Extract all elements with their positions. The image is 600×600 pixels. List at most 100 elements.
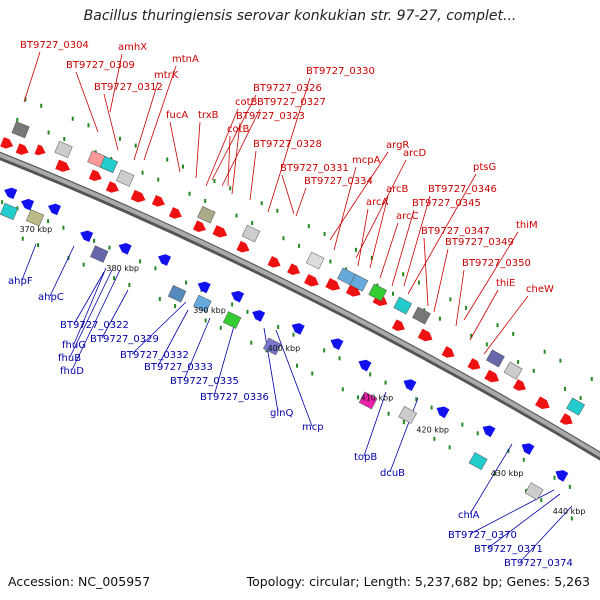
map-title: Bacillus thuringiensis serovar konkukian… — [83, 8, 517, 24]
outer-gene-leader — [469, 289, 499, 341]
forward-gene-arrow — [212, 225, 228, 238]
tick-mark — [540, 498, 543, 503]
outer-gene-leader — [433, 248, 449, 313]
forward-box — [566, 397, 585, 416]
inner-gene-label: fhuB — [58, 353, 81, 364]
outer-gene-label: BT9727_0328 — [253, 139, 322, 150]
tick-mark — [465, 305, 468, 310]
tick-mark — [311, 371, 314, 376]
forward-gene — [151, 195, 165, 207]
outer-gene-leader — [407, 173, 477, 295]
tick-mark — [512, 331, 515, 336]
forward-box-box — [99, 155, 119, 174]
tick-mark — [82, 262, 85, 267]
inner-gene-leader — [263, 327, 279, 413]
reverse-gene — [4, 187, 18, 200]
reverse-gene — [252, 310, 266, 322]
outer-gene-leader — [357, 208, 369, 267]
tick-mark — [476, 431, 479, 436]
outer-gene-label: BT9727_0309 — [66, 60, 135, 71]
reverse-box — [468, 452, 488, 471]
forward-gene-arrow — [236, 240, 250, 253]
reverse-gene — [158, 254, 172, 266]
reverse-gene — [403, 379, 417, 391]
reverse-box — [524, 482, 544, 501]
inner-gene-label: BT9727_0336 — [200, 392, 269, 403]
outer-gene-label: cotB — [227, 124, 250, 135]
forward-box-box — [11, 121, 30, 139]
outer-gene-label: mtrK — [154, 70, 179, 81]
forward-gene-arrow — [192, 220, 206, 232]
tick-mark — [93, 238, 96, 243]
tick-mark — [108, 245, 111, 250]
inner-gene-label: BT9727_0332 — [120, 350, 189, 361]
forward-box-box — [305, 251, 325, 270]
outer-gene-leader — [391, 209, 415, 287]
forward-gene — [192, 220, 206, 232]
tick-mark — [553, 475, 556, 480]
forward-gene — [105, 181, 119, 193]
inner-gene-leader — [49, 245, 75, 297]
outer-gene-leader — [423, 237, 429, 307]
reverse-box-box — [468, 452, 488, 471]
tick-mark — [323, 231, 326, 236]
tick-mark — [134, 143, 137, 148]
outer-gene-label: thiE — [496, 278, 515, 289]
forward-box-box — [116, 169, 135, 187]
forward-gene-arrow — [287, 263, 301, 275]
outer-gene-label: BT9727_0312 — [94, 82, 163, 93]
forward-gene-arrow — [267, 255, 281, 268]
tick-mark — [564, 386, 567, 391]
reverse-box — [358, 391, 378, 410]
kbp-label: 400 kbp — [268, 344, 301, 353]
forward-gene — [130, 189, 146, 203]
forward-box-box — [393, 296, 413, 315]
reverse-box-box — [358, 391, 378, 410]
inner-gene-leader — [389, 397, 419, 473]
tick-mark — [158, 296, 161, 301]
forward-gene-arrow — [535, 396, 550, 410]
forward-box — [197, 206, 216, 224]
outer-gene-label: fucA — [166, 110, 188, 121]
forward-box-box — [54, 140, 73, 159]
tick-mark — [157, 177, 160, 182]
tick-mark — [507, 448, 510, 453]
forward-gene-arrow — [34, 144, 46, 156]
forward-gene-arrow — [391, 319, 405, 331]
tick-mark — [16, 117, 19, 122]
inner-gene-label: BT9727_0329 — [90, 334, 159, 345]
tick-mark — [402, 419, 405, 424]
outer-gene-leader — [169, 121, 181, 173]
inner-gene-label: dcuB — [380, 468, 405, 479]
inner-gene-leader — [73, 267, 107, 345]
reverse-box-box — [167, 285, 187, 303]
forward-gene — [345, 284, 361, 297]
inner-gene-label: fhuD — [60, 366, 84, 377]
tick-mark — [246, 309, 249, 314]
forward-box-box — [349, 273, 369, 292]
outer-gene-leader — [133, 81, 159, 161]
forward-gene — [484, 369, 499, 383]
inner-gene-leader — [469, 489, 555, 535]
tick-mark — [128, 283, 131, 288]
tick-mark — [370, 255, 373, 260]
outer-gene-label: thiM — [516, 220, 538, 231]
tick-mark — [87, 123, 90, 128]
forward-gene — [88, 169, 102, 182]
inner-gene-leader — [487, 493, 561, 549]
kbp-label: 420 kbp — [416, 425, 449, 434]
reverse-gene-arrow — [358, 359, 372, 372]
tick-mark — [63, 137, 66, 142]
reverse-gene-arrow — [158, 254, 172, 266]
reverse-gene-arrow — [291, 323, 305, 335]
tick-mark — [323, 348, 326, 353]
forward-box-box — [412, 306, 431, 325]
tick-mark — [36, 243, 39, 248]
outer-gene-label: BT9727_0304 — [20, 40, 89, 51]
tick-mark — [219, 325, 222, 330]
forward-gene-arrow — [88, 169, 102, 182]
topology-text: Topology: circular; Length: 5,237,682 bp… — [246, 574, 590, 589]
inner-gene-leader — [157, 309, 189, 367]
accession-text: Accession: NC_005957 — [8, 574, 151, 589]
reverse-gene-arrow — [4, 187, 18, 200]
